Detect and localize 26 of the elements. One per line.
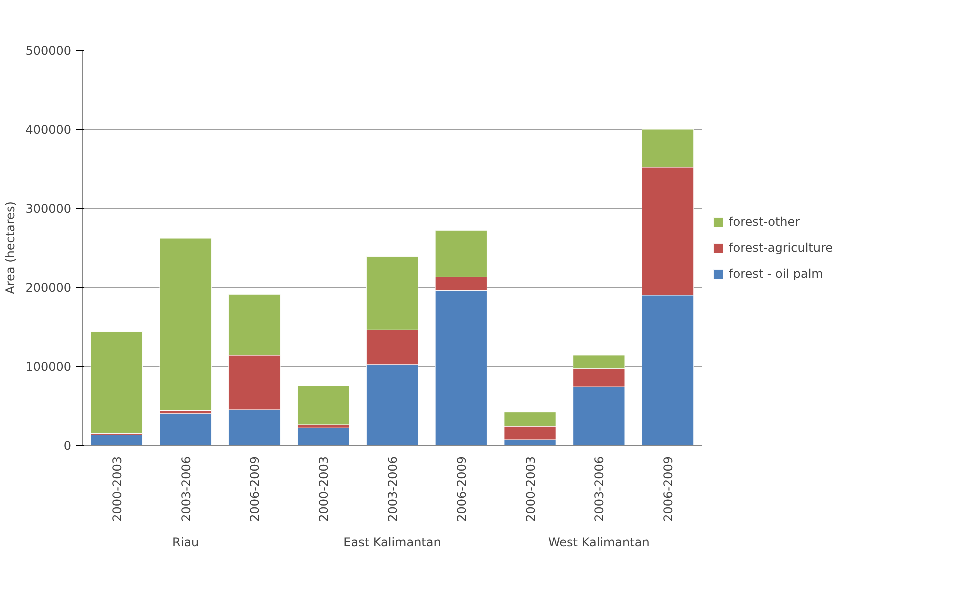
y-tick-label: 300000 [26,202,72,216]
y-tick-label: 0 [64,439,72,453]
text: West Kalimantan [548,536,650,550]
legend-label: forest - oil palm [729,266,824,280]
x-tick-label: 2000-2003 [317,456,332,522]
legend-label: forest-agriculture [729,240,834,254]
y-axis-title: Area (hectares) [4,202,18,294]
bar [298,386,350,426]
x-tick-label: 2003-2006 [592,456,607,522]
y-tick-label: 100000 [26,360,72,374]
bar [160,414,212,446]
y-tick-label: 200000 [26,281,72,295]
x-tick-label: 2000-2003 [524,456,538,522]
x-tick-label: 2000-2003 [110,456,124,522]
y-tick-label: 400000 [26,123,72,137]
bar [298,428,350,446]
x-tick-label: 2006-2009 [248,456,262,522]
legend-label: forest-other [729,214,800,228]
y-tick-label: 500000 [26,44,72,58]
text: East Kalimantan [344,536,442,550]
x-tick-label: 2006-2009 [662,456,676,522]
text: Riau [172,536,200,550]
bar [160,238,212,411]
x-tick-label: 2006-2009 [454,456,469,522]
x-tick-label: 2003-2006 [179,456,194,522]
x-tick-label: 2003-2006 [386,456,400,522]
